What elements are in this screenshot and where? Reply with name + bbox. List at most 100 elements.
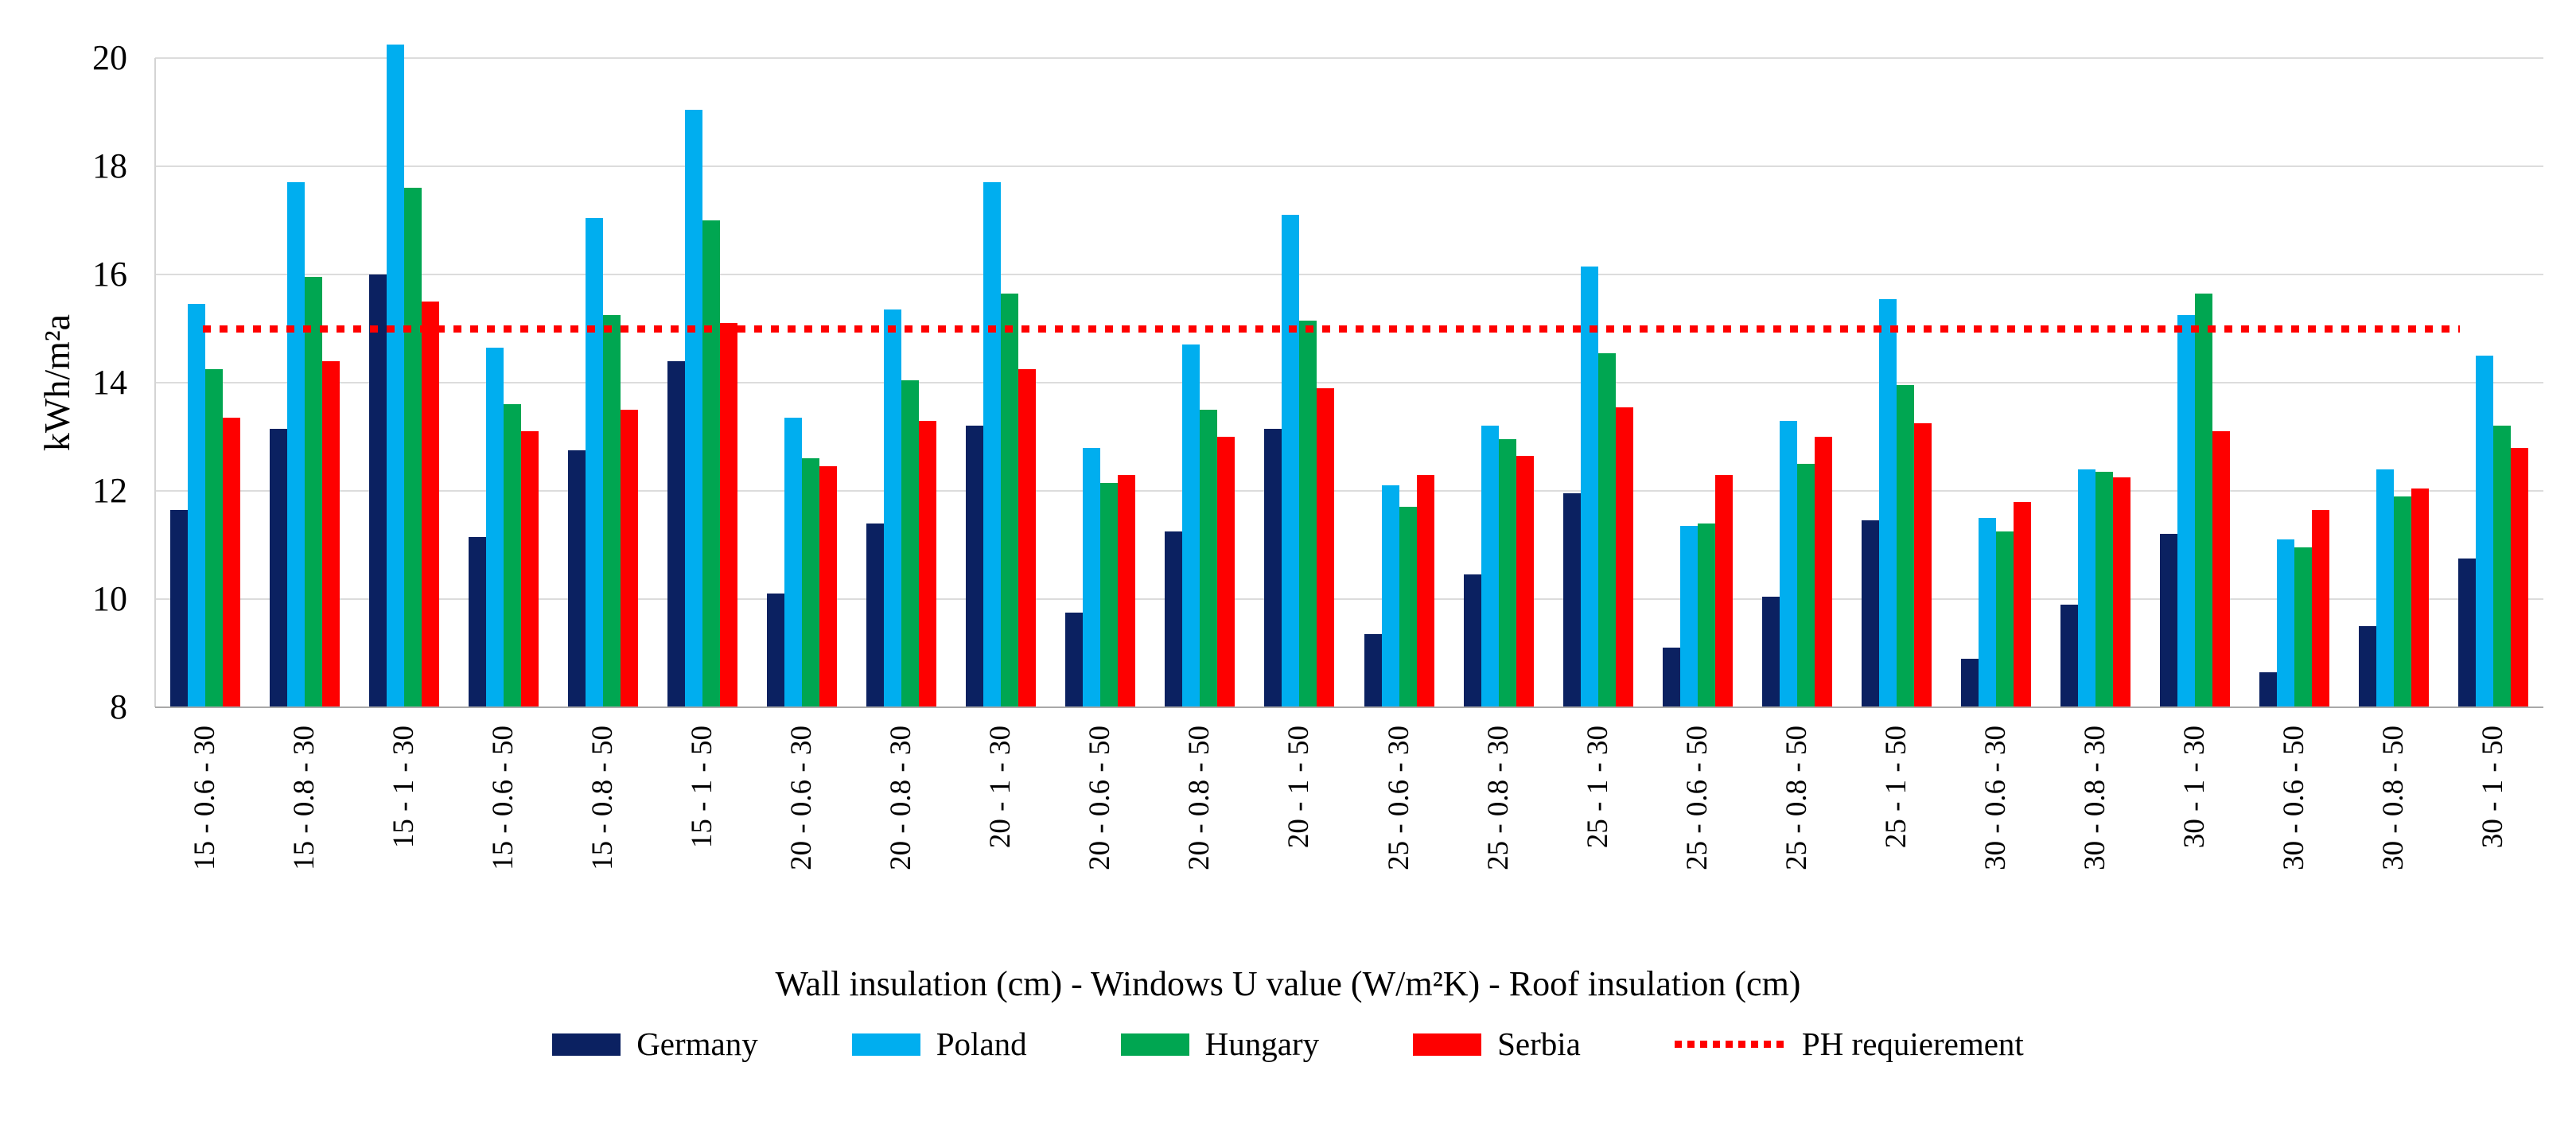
bar-poland xyxy=(187,304,205,707)
bar-hungary xyxy=(1597,352,1616,707)
x-tick-label-text: 15 - 0.6 - 30 xyxy=(188,726,221,870)
bar-hungary xyxy=(802,458,820,707)
bar-germany xyxy=(567,450,586,707)
bar-poland xyxy=(1878,298,1897,707)
x-tick-label-text: 30 - 1 - 50 xyxy=(2477,726,2510,849)
bar-hungary xyxy=(2294,547,2313,707)
bar-poland xyxy=(585,217,603,707)
x-tick-label-text: 25 - 0.6 - 50 xyxy=(1680,726,1714,870)
bar-germany xyxy=(269,428,287,707)
bar-serbia xyxy=(2312,509,2330,707)
legend-item-hungary: Hungary xyxy=(1120,1028,1319,1061)
legend-label: PH requierement xyxy=(1801,1026,2024,1062)
bar-poland xyxy=(2177,315,2196,707)
legend-item-ph-requirement: PH requierement xyxy=(1674,1026,2024,1062)
bar-hungary xyxy=(602,315,621,707)
ph-requirement-line xyxy=(203,325,2460,333)
bar-poland xyxy=(2476,356,2494,707)
bar-poland xyxy=(1580,266,1598,707)
bar-hungary xyxy=(1200,410,1218,707)
bar-serbia xyxy=(2212,431,2231,707)
bar-poland xyxy=(286,182,305,707)
x-axis-title-text: Wall insulation (cm) - Windows U value (… xyxy=(775,964,1801,1003)
bar-hungary xyxy=(2493,426,2512,707)
bar-serbia xyxy=(1018,369,1037,707)
gridline xyxy=(155,165,2543,167)
bar-germany xyxy=(1662,648,1680,707)
bar-germany xyxy=(1165,531,1183,707)
bar-germany xyxy=(1562,493,1581,707)
bar-hungary xyxy=(702,220,720,707)
bar-serbia xyxy=(321,360,340,707)
gridline xyxy=(155,490,2543,492)
bar-hungary xyxy=(2394,496,2412,707)
bar-poland xyxy=(1779,420,1797,707)
bar-serbia xyxy=(1217,437,1235,707)
bar-germany xyxy=(866,523,885,707)
bar-hungary xyxy=(204,369,223,707)
bar-poland xyxy=(1282,215,1300,707)
bar-germany xyxy=(169,509,188,707)
legend-swatch-serbia xyxy=(1413,1033,1482,1056)
x-tick-label-text: 20 - 1 - 30 xyxy=(984,726,1018,849)
legend-label: Serbia xyxy=(1497,1026,1581,1062)
bar-poland xyxy=(2078,469,2096,707)
bar-poland xyxy=(1381,485,1399,707)
legend-ph-dotted-line xyxy=(1674,1041,1786,1048)
x-tick-label-text: 30 - 0.8 - 30 xyxy=(2079,726,2112,870)
bar-hungary xyxy=(901,380,920,707)
bar-serbia xyxy=(620,410,638,707)
y-tick-label: 18 xyxy=(92,146,127,185)
bar-germany xyxy=(767,594,785,707)
bar-germany xyxy=(667,360,685,707)
bar-poland xyxy=(1481,426,1499,707)
legend-label: Poland xyxy=(936,1026,1027,1062)
bar-serbia xyxy=(520,431,539,707)
bar-serbia xyxy=(1814,437,1832,707)
bar-hungary xyxy=(1100,482,1119,707)
x-tick-label-text: 15 - 0.8 - 50 xyxy=(586,726,619,870)
bar-germany xyxy=(1761,596,1780,707)
bar-hungary xyxy=(503,404,521,707)
x-tick-label-text: 25 - 0.8 - 30 xyxy=(1481,726,1515,870)
bar-germany xyxy=(368,274,387,707)
bar-germany xyxy=(1961,658,1979,707)
bar-serbia xyxy=(2014,501,2032,707)
legend-item-poland: Poland xyxy=(851,1026,1027,1062)
x-tick-label-text: 30 - 1 - 30 xyxy=(2178,726,2212,849)
bar-poland xyxy=(2376,469,2395,707)
bar-hungary xyxy=(1796,464,1815,707)
bar-poland xyxy=(784,418,803,707)
bar-poland xyxy=(684,109,702,707)
bar-germany xyxy=(2060,604,2079,707)
x-axis-line xyxy=(155,706,2543,708)
legend-swatch-hungary xyxy=(1120,1033,1189,1056)
legend-swatch-germany xyxy=(552,1033,621,1056)
bar-serbia xyxy=(1516,455,1534,707)
bar-germany xyxy=(1861,520,1879,707)
gridline xyxy=(155,382,2543,383)
bar-germany xyxy=(468,536,486,707)
x-tick-label-text: 20 - 1 - 50 xyxy=(1282,726,1316,849)
bar-serbia xyxy=(1317,387,1335,707)
bar-poland xyxy=(1182,344,1200,707)
bar-germany xyxy=(1065,613,1084,707)
legend-item-serbia: Serbia xyxy=(1413,1028,1581,1061)
bar-serbia xyxy=(1615,407,1633,707)
bar-serbia xyxy=(1913,423,1932,707)
x-tick-label-text: 25 - 1 - 50 xyxy=(1879,726,1913,849)
bar-poland xyxy=(1083,447,1101,707)
x-axis-title: Wall insulation (cm) - Windows U value (… xyxy=(0,964,2576,1004)
gridline xyxy=(155,57,2543,59)
y-tick-label: 20 xyxy=(92,38,127,77)
bar-hungary xyxy=(403,188,422,707)
bar-germany xyxy=(966,426,984,707)
bar-germany xyxy=(2359,626,2377,707)
x-tick-label-text: 20 - 0.6 - 30 xyxy=(785,726,819,870)
bar-serbia xyxy=(1118,474,1136,707)
bar-hungary xyxy=(1697,523,1715,707)
bar-poland xyxy=(2277,539,2295,707)
x-tick-label-text: 30 - 0.8 - 50 xyxy=(2377,726,2411,870)
x-tick-label-text: 15 - 1 - 30 xyxy=(387,726,420,849)
gridline xyxy=(155,598,2543,600)
